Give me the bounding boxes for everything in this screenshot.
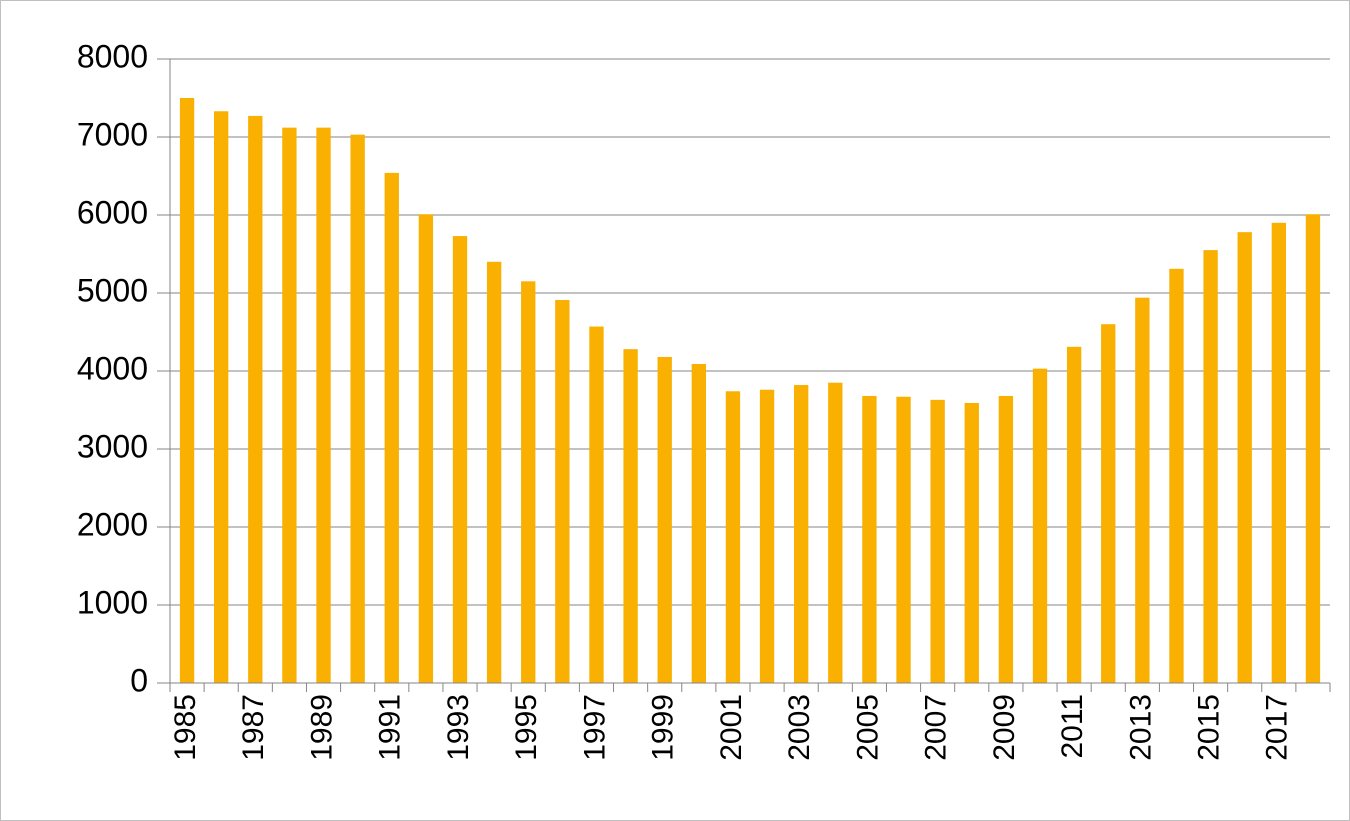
y-tick-label: 6000 [77,194,148,230]
bar [930,399,945,683]
bar [589,326,604,683]
bar [248,115,263,683]
bar [657,356,672,683]
x-tick-label: 1985 [169,694,202,761]
y-tick-label: 1000 [77,584,148,620]
y-tick-label: 2000 [77,506,148,542]
x-tick-label: 1999 [647,694,680,761]
y-tick-label: 0 [130,662,148,698]
x-tick-label: 1987 [237,694,270,761]
bar [521,281,536,683]
y-tick-label: 3000 [77,428,148,464]
x-tick-label: 1989 [305,694,338,761]
bar [486,261,502,683]
y-tick-label: 8000 [77,38,148,74]
x-tick-label: 2001 [715,694,748,761]
bar [691,363,706,683]
x-tick-label: 2013 [1124,694,1157,761]
bar [1237,232,1252,683]
bar [725,391,741,683]
bar [214,111,229,683]
bar [828,382,843,683]
bar [794,385,809,683]
bar [998,395,1014,683]
bar [282,127,297,683]
bar [1066,346,1082,683]
bar [555,300,570,683]
bar [964,402,979,683]
bar [1032,368,1048,683]
x-tick-label: 2017 [1261,694,1294,761]
x-tick-label: 2007 [920,694,953,761]
bar [896,396,911,683]
x-tick-label: 2015 [1193,694,1226,761]
bar [862,395,877,683]
bar [1135,297,1150,683]
x-tick-label: 2011 [1056,694,1089,759]
x-tick-label: 2009 [988,694,1021,761]
bar [1101,324,1116,683]
bar [1271,222,1286,684]
y-tick-label: 5000 [77,272,148,308]
x-tick-label: 1997 [578,694,611,761]
bar [1305,214,1321,683]
bar [1203,250,1218,683]
x-tick-label: 1991 [374,694,407,761]
bar [179,98,195,683]
bar [316,127,331,683]
x-tick-label: 1993 [442,694,475,761]
x-tick-label: 2005 [851,694,884,761]
bar [384,172,399,683]
x-tick-label: 1995 [510,694,543,761]
bar [1169,268,1184,683]
bar [623,349,638,683]
x-tick-label: 2003 [783,694,816,761]
bar [452,236,468,683]
bar [350,134,365,683]
y-tick-label: 7000 [77,116,148,152]
bar [759,389,775,683]
bar [418,214,434,683]
y-tick-label: 4000 [77,350,148,386]
